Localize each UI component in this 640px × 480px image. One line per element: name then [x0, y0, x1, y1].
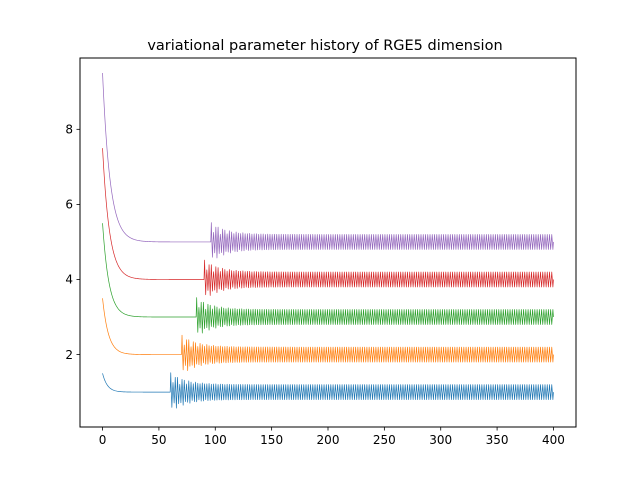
x-tick-label: 0: [99, 433, 107, 447]
x-tick-label: 200: [317, 433, 340, 447]
x-tick-label: 150: [260, 433, 283, 447]
x-tick-label: 400: [542, 433, 565, 447]
y-tick-label: 2: [65, 348, 73, 362]
series-line-4: [102, 148, 554, 296]
x-tick-label: 350: [486, 433, 509, 447]
x-tick-label: 250: [373, 433, 396, 447]
series-line-5: [102, 73, 554, 259]
chart-title: variational parameter history of RGE5 di…: [147, 38, 502, 54]
axes-layer: 0 50 100 150 200 250 300 350 400 2 4 6 8: [65, 123, 565, 447]
series-line-1: [102, 372, 554, 409]
y-tick-label: 6: [65, 198, 73, 212]
x-tick-label: 100: [204, 433, 227, 447]
x-tick-label: 300: [429, 433, 452, 447]
plot-frame: [79, 57, 577, 428]
y-tick-label: 4: [65, 273, 73, 287]
x-tick-label: 50: [151, 433, 166, 447]
series-layer: [102, 73, 554, 409]
series-line-3: [102, 223, 554, 334]
y-tick-label: 8: [65, 123, 73, 137]
series-line-2: [102, 298, 554, 371]
